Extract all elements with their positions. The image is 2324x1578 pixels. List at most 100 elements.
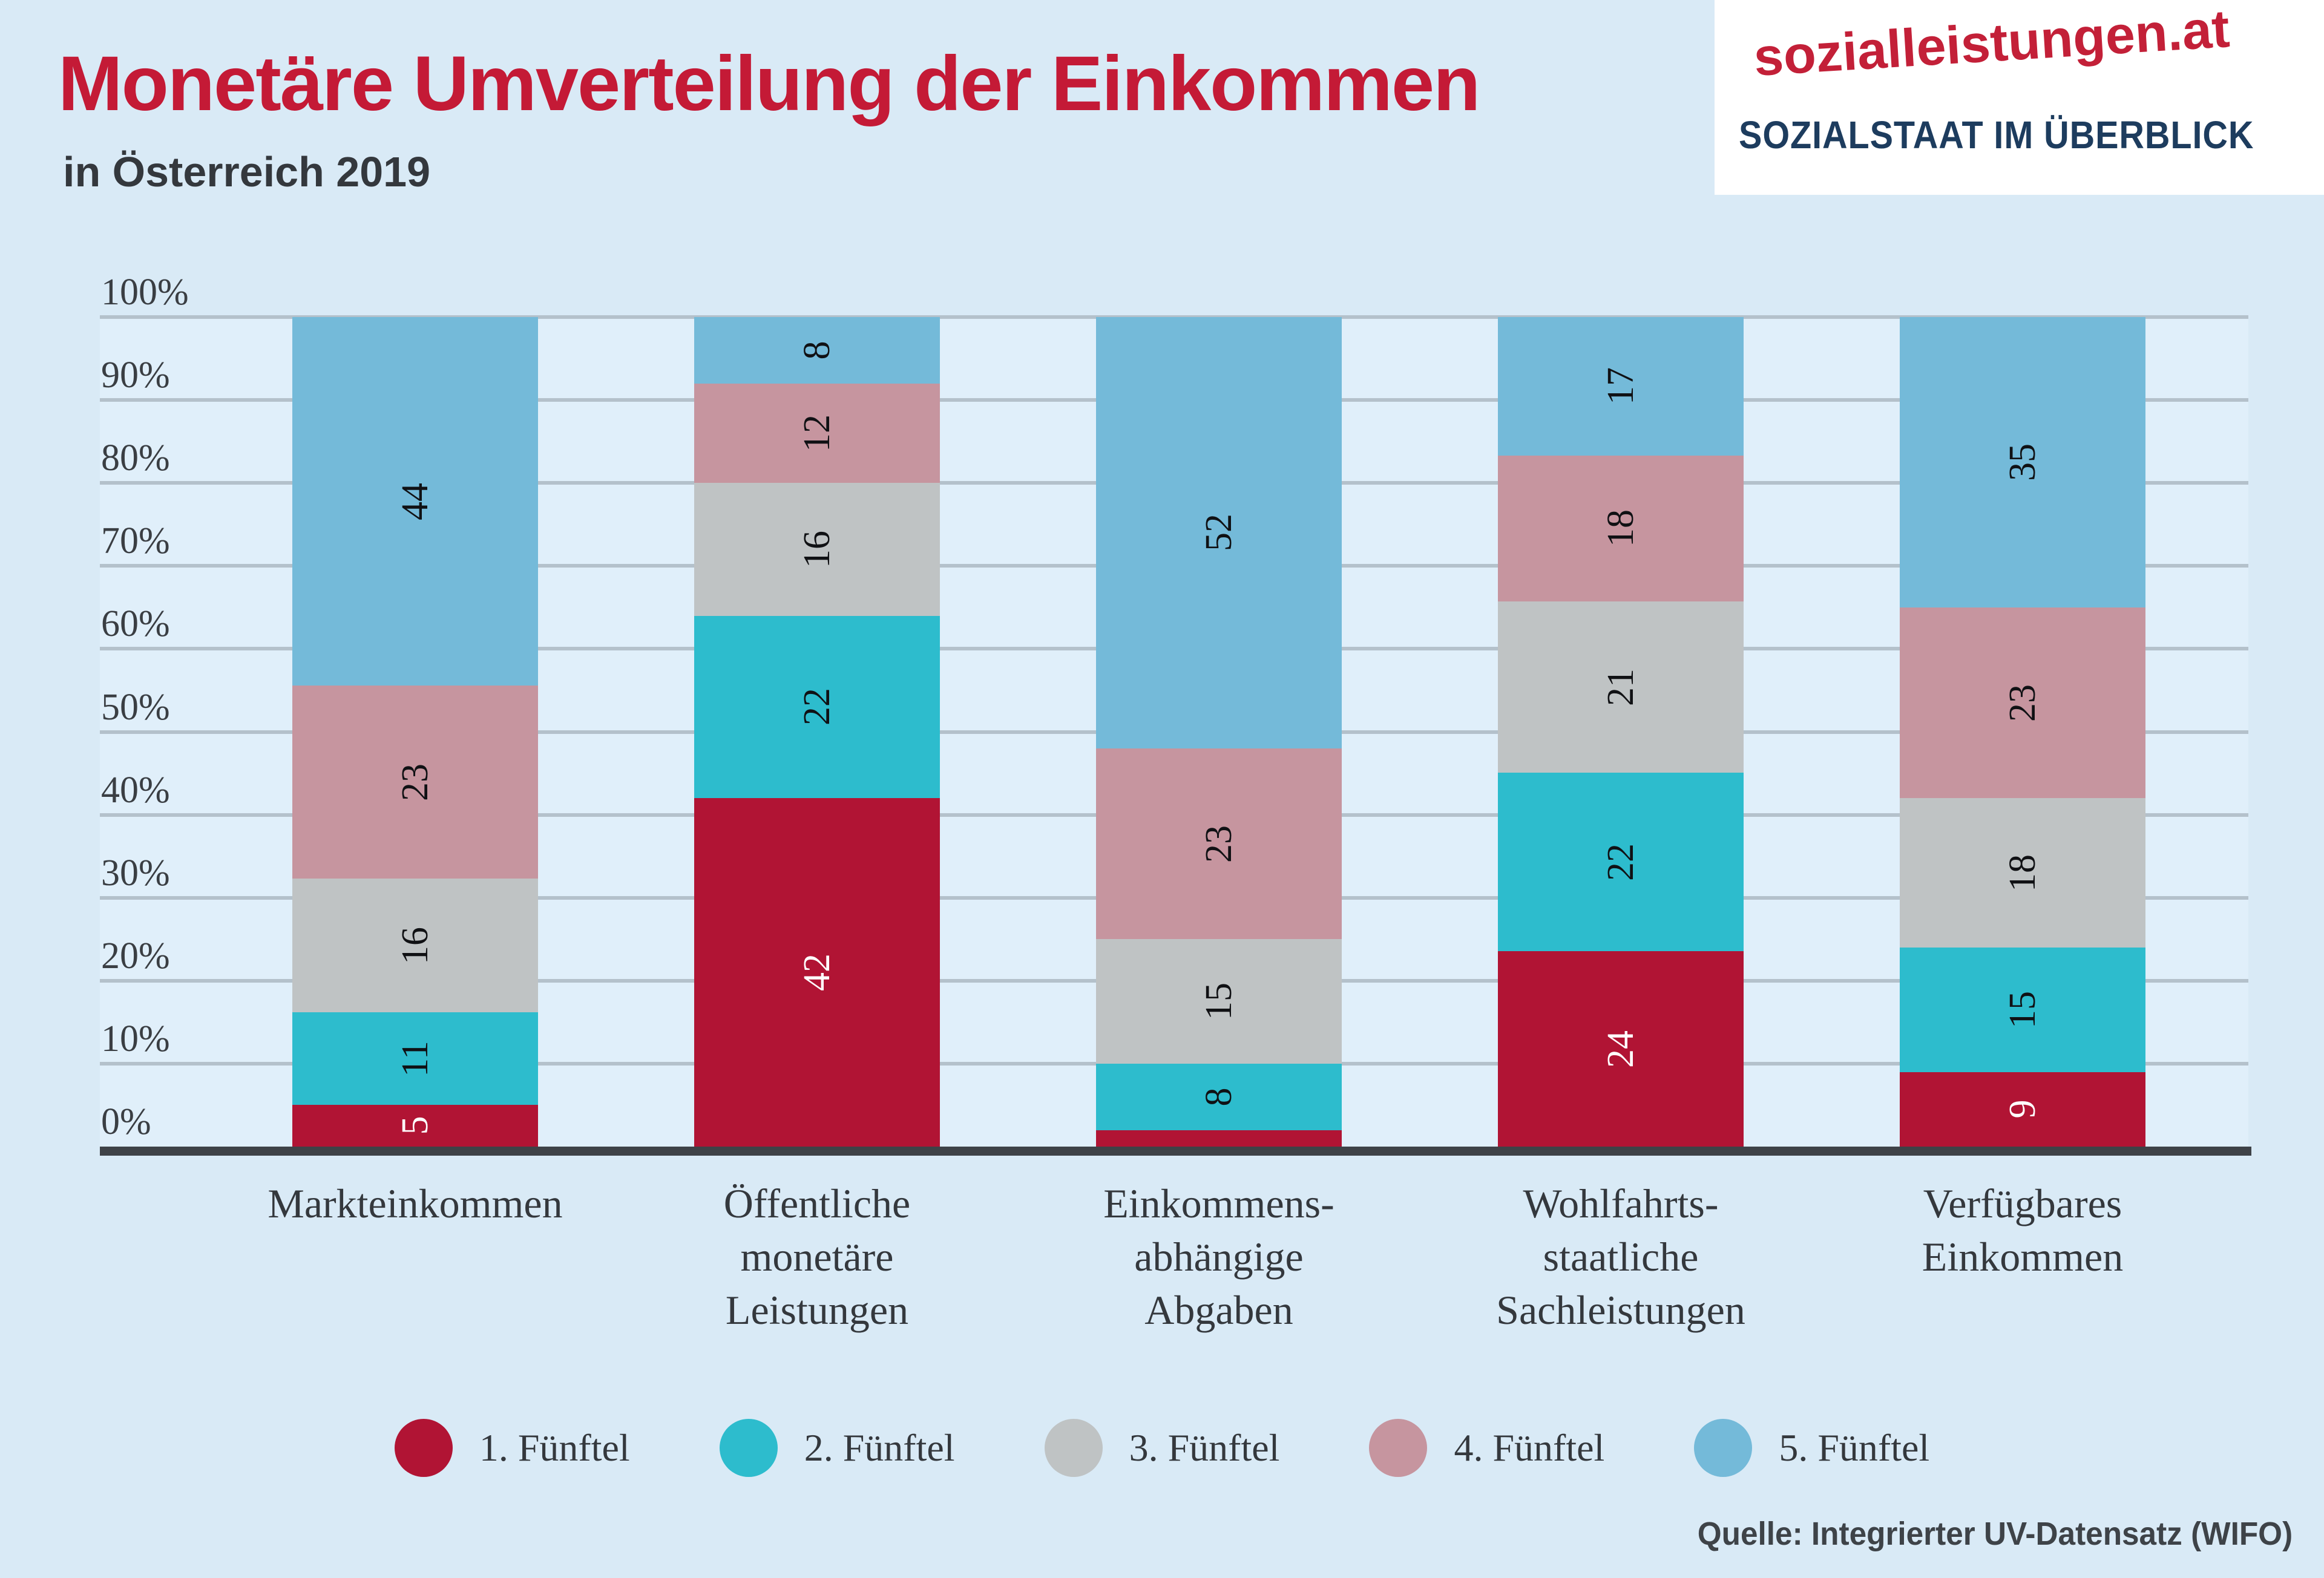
page-title: Monetäre Umverteilung der Einkommen [58, 41, 1480, 127]
category-label-line: staatliche [1543, 1234, 1699, 1280]
segment-value-label: 44 [395, 482, 436, 520]
legend-item-5-F-nftel: 5. Fünftel [1694, 1419, 1929, 1477]
x-axis-line [100, 1147, 2251, 1156]
bar-segment-2-F-nftel: 11 [292, 1012, 538, 1105]
bar-segment-2-F-nftel: 22 [694, 615, 940, 799]
legend-label: 5. Fünftel [1779, 1426, 1930, 1469]
legend-swatch-icon [1044, 1419, 1103, 1477]
bar-4: 24 22 21 18 17 [1498, 317, 1744, 1147]
legend-swatch-icon [719, 1419, 778, 1477]
bar-segment-5-F-nftel: 17 [1498, 317, 1744, 456]
segment-value-label: 8 [796, 341, 838, 360]
category-label-line: Einkommens- [1103, 1180, 1334, 1226]
segment-value-label: 23 [395, 763, 436, 801]
bar-segment-1-F-nftel: 42 [694, 798, 940, 1147]
y-tick-label: 20% [101, 935, 170, 977]
logo-tagline: SOZIALSTAAT IM ÜBERBLICK [1739, 113, 2254, 157]
segment-value-label: 12 [796, 414, 838, 452]
bar-1: 5 11 16 23 44 [292, 317, 538, 1147]
segment-value-label: 52 [1198, 514, 1239, 552]
category-label-3: Einkommens-abhängige Abgaben [1013, 1177, 1425, 1337]
segment-value-label: 23 [1198, 825, 1239, 863]
legend-swatch-icon [1694, 1419, 1753, 1477]
legend-label: 2. Fünftel [804, 1426, 955, 1469]
bar-segment-5-F-nftel: 35 [1900, 317, 2145, 607]
logo-wordmark: sozialleistungen.at [1751, 0, 2231, 88]
legend: 1. Fünftel 2. Fünftel 3. Fünftel 4. Fünftel… [0, 1415, 2324, 1481]
bar-segment-1-F-nftel: 5 [292, 1104, 538, 1147]
bar-segment-3-F-nftel: 21 [1498, 601, 1744, 773]
legend-item-4-F-nftel: 4. Fünftel [1369, 1419, 1604, 1477]
bar-segment-3-F-nftel: 16 [694, 483, 940, 616]
category-label-line: Sachleistungen [1496, 1287, 1745, 1333]
y-tick-label: 40% [101, 769, 170, 811]
legend-label: 4. Fünftel [1454, 1426, 1605, 1469]
legend-swatch-icon [394, 1419, 453, 1477]
segment-value-label: 18 [2002, 854, 2043, 892]
segment-value-label: 5 [395, 1116, 436, 1135]
segment-value-label: 42 [796, 954, 838, 992]
bar-segment-4-F-nftel: 23 [1096, 748, 1342, 940]
page-subtitle: in Österreich 2019 [63, 148, 430, 195]
category-label-line: Wohlfahrts- [1523, 1180, 1719, 1226]
bar-segment-2-F-nftel: 22 [1498, 772, 1744, 952]
category-label-1: Markteinkommen [209, 1177, 621, 1230]
bar-segment-3-F-nftel: 18 [1900, 798, 2145, 948]
bar-segment-4-F-nftel: 23 [1900, 607, 2145, 799]
y-tick-label: 60% [101, 603, 170, 645]
bar-segment-1-F-nftel: 24 [1498, 951, 1744, 1147]
segment-value-label: 23 [2002, 684, 2043, 722]
segment-value-label: 18 [1600, 509, 1641, 548]
y-tick-label: 30% [101, 852, 170, 894]
bar-3: 8 15 23 52 [1096, 317, 1342, 1147]
bar-segment-2-F-nftel: 15 [1900, 947, 2145, 1072]
legend-label: 3. Fünftel [1129, 1426, 1280, 1469]
segment-value-label: 35 [2002, 443, 2043, 481]
bar-segment-5-F-nftel: 44 [292, 317, 538, 686]
y-tick-label: 10% [101, 1018, 170, 1059]
bar-segment-4-F-nftel: 23 [292, 686, 538, 879]
bar-segment-5-F-nftel: 8 [694, 317, 940, 384]
segment-value-label: 8 [1198, 1087, 1239, 1107]
legend-label: 1. Fünftel [479, 1426, 630, 1469]
segment-value-label: 22 [1600, 843, 1641, 881]
logo-box: sozialleistungen.at SOZIALSTAAT IM ÜBERB… [1715, 0, 2324, 195]
segment-value-label: 9 [2002, 1099, 2043, 1119]
bar-segment-3-F-nftel: 15 [1096, 939, 1342, 1064]
segment-value-label: 17 [1600, 367, 1641, 405]
category-label-line: Öffentliche [723, 1180, 911, 1226]
category-label-line: Markteinkommen [268, 1180, 563, 1226]
category-label-line: Leistungen [725, 1287, 909, 1333]
legend-swatch-icon [1369, 1419, 1428, 1477]
category-label-5: Verfügbares Einkommen [1817, 1177, 2228, 1283]
y-tick-label: 90% [101, 355, 170, 396]
category-label-line: Abgaben [1144, 1287, 1293, 1333]
category-label-4: Wohlfahrts-staatliche Sachleistungen [1415, 1177, 1827, 1337]
bar-segment-1-F-nftel [1096, 1130, 1342, 1147]
segment-value-label: 22 [796, 688, 838, 726]
legend-item-1-F-nftel: 1. Fünftel [394, 1419, 630, 1477]
legend-item-3-F-nftel: 3. Fünftel [1044, 1419, 1280, 1477]
segment-value-label: 21 [1600, 668, 1641, 706]
segment-value-label: 16 [395, 926, 436, 964]
bar-segment-2-F-nftel: 8 [1096, 1063, 1342, 1130]
y-tick-label: 100% [101, 272, 189, 313]
segment-value-label: 15 [2002, 990, 2043, 1029]
legend-item-2-F-nftel: 2. Fünftel [719, 1419, 955, 1477]
category-label-line: monetäre [740, 1234, 894, 1280]
category-label-2: Öffentliche monetäre Leistungen [611, 1177, 1023, 1337]
category-label-line: abhängige [1134, 1234, 1304, 1280]
y-tick-label: 0% [101, 1101, 151, 1142]
category-label-line: Verfügbares [1923, 1180, 2122, 1226]
segment-value-label: 15 [1198, 983, 1239, 1021]
bar-5: 9 15 18 23 35 [1900, 317, 2145, 1147]
bar-segment-4-F-nftel: 18 [1498, 455, 1744, 602]
y-tick-label: 80% [101, 437, 170, 479]
bar-2: 42 22 16 12 8 [694, 317, 940, 1147]
segment-value-label: 16 [796, 530, 838, 568]
bar-segment-5-F-nftel: 52 [1096, 317, 1342, 748]
bar-segment-3-F-nftel: 16 [292, 878, 538, 1013]
source-note: Quelle: Integrierter UV-Datensatz (WIFO) [1697, 1516, 2293, 1552]
segment-value-label: 24 [1600, 1030, 1641, 1068]
